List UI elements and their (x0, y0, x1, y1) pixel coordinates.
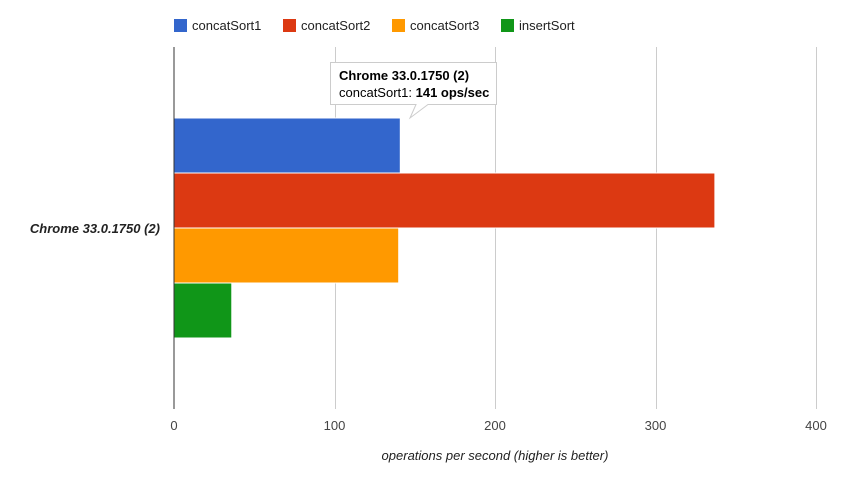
legend-swatch-insertSort (501, 19, 514, 32)
bars (173, 117, 716, 339)
x-axis-title: operations per second (higher is better) (382, 448, 609, 463)
legend-label-concatSort2: concatSort2 (301, 18, 370, 33)
x-tick-label: 100 (324, 418, 346, 433)
x-tick-label: 400 (805, 418, 827, 433)
bar-concatSort3 (173, 227, 400, 284)
x-tick-label: 300 (645, 418, 667, 433)
tooltip-title: Chrome 33.0.1750 (2) (339, 68, 469, 83)
legend-label-insertSort: insertSort (519, 18, 575, 33)
bar-insertSort (173, 282, 233, 339)
bar-concatSort1 (173, 117, 401, 174)
legend-swatch-concatSort1 (174, 19, 187, 32)
legend-label-concatSort1: concatSort1 (192, 18, 261, 33)
x-axis-ticks: 0 100 200 300 400 (170, 418, 826, 433)
legend-label-concatSort3: concatSort3 (410, 18, 479, 33)
category-label: Chrome 33.0.1750 (2) (30, 221, 160, 236)
legend: concatSort1 concatSort2 concatSort3 insertS… (174, 18, 575, 33)
x-tick-label: 200 (484, 418, 506, 433)
legend-swatch-concatSort2 (283, 19, 296, 32)
bar-concatSort2 (173, 172, 716, 229)
tooltip-line: concatSort1: 141 ops/sec (339, 85, 489, 100)
x-tick-label: 0 (170, 418, 177, 433)
legend-swatch-concatSort3 (392, 19, 405, 32)
tooltip-box (330, 62, 497, 120)
tooltip: Chrome 33.0.1750 (2) concatSort1: 141 op… (330, 62, 497, 120)
tooltip-value: 141 ops/sec (416, 85, 490, 100)
tooltip-series-label: concatSort1: (339, 85, 416, 100)
